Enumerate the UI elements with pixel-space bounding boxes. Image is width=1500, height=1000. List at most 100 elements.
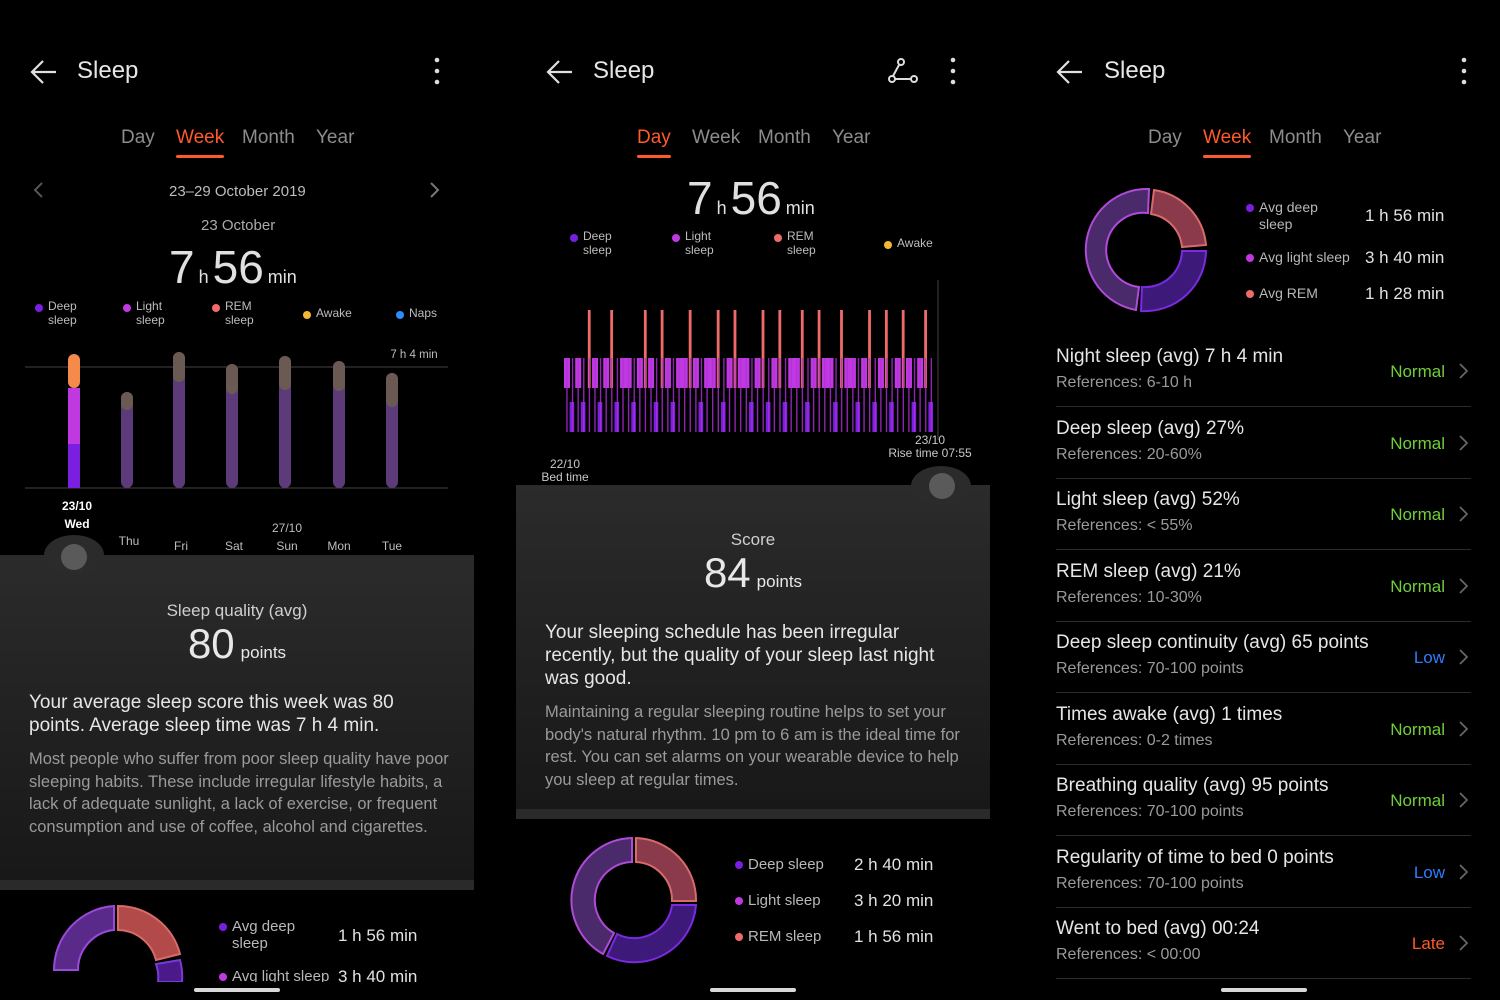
bar-rem — [279, 356, 291, 390]
light-dot — [1246, 254, 1254, 262]
next-week-icon[interactable] — [430, 182, 440, 198]
donut-value-rem: 1 h 56 min — [854, 927, 934, 946]
hypnogram-transition — [796, 358, 798, 432]
hypnogram-transition — [740, 358, 742, 432]
tab-week[interactable]: Week — [1203, 127, 1252, 158]
tab-week[interactable]: Week — [176, 127, 225, 158]
bar-stack — [333, 361, 345, 488]
metric-status: Normal — [1390, 791, 1445, 810]
summary-text: Your sleeping schedule has been irregula… — [545, 622, 935, 689]
bar-stack — [121, 392, 133, 488]
hypnogram-transition — [571, 358, 574, 432]
chevron-right-icon — [1459, 506, 1468, 522]
donut-value-light: 3 h 20 min — [854, 891, 934, 910]
chevron-right-icon — [1459, 935, 1468, 951]
tab-year[interactable]: Year — [1343, 127, 1382, 148]
tab-day[interactable]: Day — [121, 127, 155, 148]
hypnogram-transition — [930, 358, 933, 432]
hypnogram-transition — [773, 358, 776, 432]
metric-title: Regularity of time to bed 0 points — [1056, 846, 1334, 868]
back-arrow-icon[interactable] — [546, 58, 574, 86]
hypnogram-transition — [751, 358, 753, 432]
tab-year[interactable]: Year — [832, 127, 871, 148]
metric-row[interactable]: Deep sleep continuity (avg) 65 points Ref… — [1056, 622, 1471, 693]
metric-reference: References: 0-2 times — [1056, 731, 1213, 749]
previous-week-icon[interactable] — [33, 182, 43, 198]
legend-label: REM sleep — [225, 299, 254, 327]
bar-wed[interactable] — [68, 354, 80, 488]
metric-row[interactable]: Breathing quality (avg) 95 points Referen… — [1056, 765, 1471, 836]
legend-rem: REM sleep — [212, 299, 254, 327]
tab-day[interactable]: Day — [1148, 127, 1182, 148]
more-options-icon[interactable] — [434, 57, 440, 85]
bar-sat[interactable] — [226, 364, 238, 488]
metric-row[interactable]: Regularity of time to bed 0 points Refere… — [1056, 837, 1471, 908]
tab-day[interactable]: Day — [637, 127, 671, 158]
day-slider-handle[interactable] — [61, 544, 87, 570]
time-slider-handle[interactable] — [929, 473, 955, 499]
more-options-icon[interactable] — [1461, 57, 1467, 85]
legend-light: Light sleep — [672, 229, 714, 257]
back-arrow-icon[interactable] — [1056, 58, 1084, 86]
metric-row[interactable]: Night sleep (avg) 7 h 4 min References: 6… — [1056, 336, 1471, 407]
hypnogram-transition — [661, 358, 663, 432]
more-options-icon[interactable] — [950, 57, 956, 85]
metric-row[interactable]: Deep sleep (avg) 27% References: 20-60% No… — [1056, 408, 1471, 479]
day-label: Tue — [381, 539, 403, 553]
weekly-bar-chart — [25, 352, 448, 489]
legend-label: REM sleep — [787, 229, 816, 257]
day-label: Sun — [276, 539, 298, 553]
hypnogram-transition — [583, 358, 585, 432]
home-indicator[interactable] — [710, 988, 796, 992]
share-icon[interactable] — [888, 57, 918, 85]
hypnogram-transition — [706, 358, 708, 432]
back-arrow-icon[interactable] — [30, 58, 58, 86]
hypnogram-segment — [884, 310, 888, 388]
page-title: Sleep — [77, 57, 139, 84]
donut-legend-rem: REM sleep — [735, 928, 821, 945]
week-mark: 27/10 — [271, 521, 303, 535]
tab-month[interactable]: Month — [1269, 127, 1322, 148]
total-sleep: 7 h56 min — [687, 171, 819, 225]
hypnogram-transition — [902, 358, 905, 432]
legend-label: Deep sleep — [48, 299, 77, 327]
bar-mon[interactable] — [333, 361, 345, 488]
bar-fri[interactable] — [173, 352, 185, 488]
hypnogram-transition — [594, 358, 596, 432]
hypnogram-transition — [734, 358, 736, 432]
legend-label: Light sleep — [685, 229, 714, 257]
legend-label: Naps — [409, 306, 438, 320]
metric-row[interactable]: Light sleep (avg) 52% References: < 55% No… — [1056, 479, 1471, 550]
tab-month[interactable]: Month — [758, 127, 811, 148]
chevron-right-icon — [1459, 792, 1468, 808]
day-label: Fri — [174, 539, 188, 553]
hypnogram-transition — [857, 358, 860, 432]
home-indicator[interactable] — [1221, 988, 1307, 992]
rem-dot — [1246, 290, 1254, 298]
bar-tue[interactable] — [386, 373, 398, 488]
hypnogram-transition — [700, 358, 703, 432]
metric-row[interactable]: Times awake (avg) 1 times References: 0-2… — [1056, 694, 1471, 765]
metric-status: Normal — [1390, 362, 1445, 381]
home-indicator[interactable] — [194, 988, 280, 992]
tab-month[interactable]: Month — [242, 127, 295, 148]
hours-unit: h — [716, 198, 727, 218]
metric-row[interactable]: Went to bed (avg) 00:24 References: < 00:… — [1056, 908, 1471, 979]
quality-value: 80 — [187, 620, 235, 667]
metric-row[interactable]: REM sleep (avg) 21% References: 10-30% Nor… — [1056, 551, 1471, 622]
page-title: Sleep — [593, 57, 655, 84]
donut-value-deep: 1 h 56 min — [1365, 206, 1445, 225]
rise-time: 23/10 Rise time 07:55 — [888, 434, 972, 460]
tab-year[interactable]: Year — [316, 127, 355, 148]
chevron-right-icon — [1459, 649, 1468, 665]
metric-title: Night sleep (avg) 7 h 4 min — [1056, 346, 1284, 367]
metric-status: Low — [1413, 648, 1445, 667]
tab-week[interactable]: Week — [692, 127, 741, 148]
hypnogram-transition — [784, 358, 787, 432]
bar-thu[interactable] — [121, 392, 133, 488]
hypnogram-transition — [840, 358, 843, 432]
metric-status: Low — [1413, 862, 1445, 882]
metric-status: Normal — [1390, 433, 1445, 453]
hypnogram-transition — [723, 358, 725, 432]
bar-sun[interactable] — [279, 356, 291, 488]
